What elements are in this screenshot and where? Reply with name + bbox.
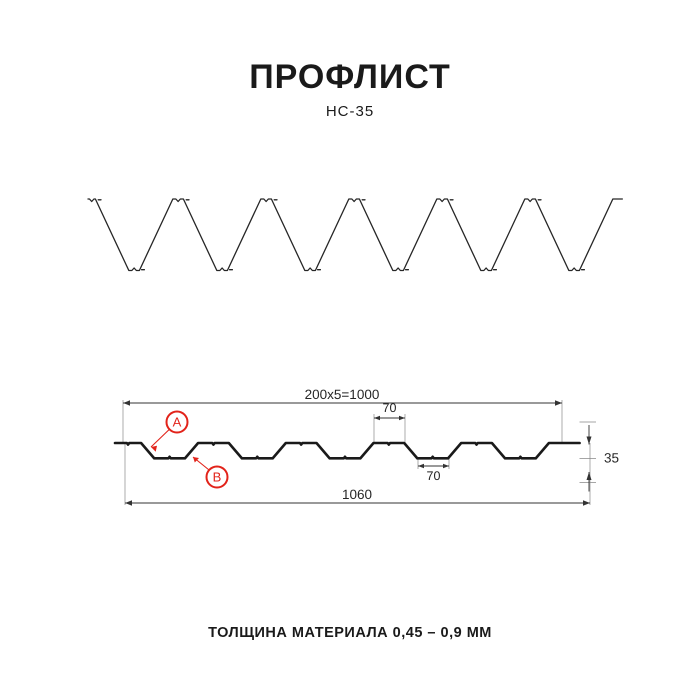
svg-text:35: 35 [604, 451, 619, 466]
svg-text:B: B [213, 470, 222, 485]
svg-text:70: 70 [383, 401, 397, 415]
svg-text:70: 70 [427, 469, 441, 483]
svg-text:200x5=1000: 200x5=1000 [305, 387, 380, 402]
svg-text:1060: 1060 [342, 487, 372, 502]
svg-text:A: A [173, 415, 182, 430]
